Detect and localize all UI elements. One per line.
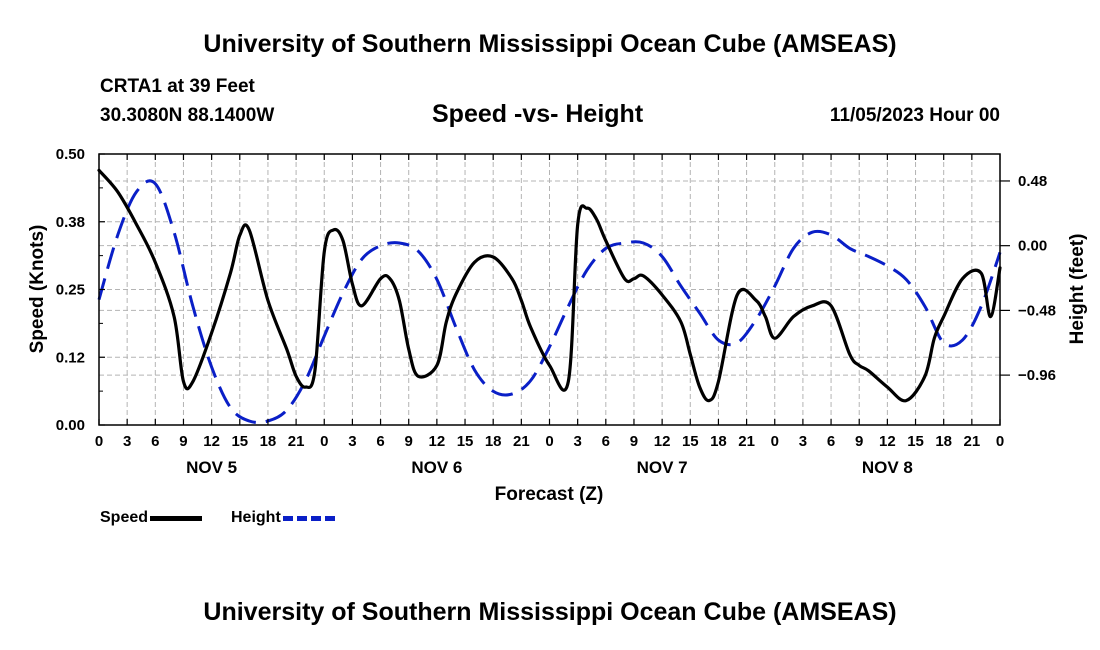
x-tick-label: 12: [203, 433, 220, 450]
x-tick-label: 12: [429, 433, 446, 450]
x-tick-label: 21: [513, 433, 530, 450]
grid: [99, 154, 1000, 425]
x-tick-label: 21: [288, 433, 305, 450]
x-tick-label: 18: [260, 433, 277, 450]
y-axis-left-label: Speed (Knots): [27, 225, 48, 354]
day-label: NOV 5: [186, 458, 237, 477]
legend-height: Height: [231, 509, 335, 527]
x-tick-label: 3: [573, 433, 581, 450]
y-right-tick-label: −0.96: [1018, 367, 1056, 384]
y-axis-right-label: Height (feet): [1067, 234, 1088, 345]
x-tick-label: 12: [879, 433, 896, 450]
x-tick-label: 6: [376, 433, 384, 450]
axes: 0 3 6 9 12 15 18 21 0 3 6 9 12 15 18 21 0 3 6 9 12 15 18 21 0 3 6 9…: [56, 146, 1056, 477]
x-tick-label: 0: [95, 433, 103, 450]
footer-title: University of Southern Mississippi Ocean…: [203, 598, 897, 626]
speed-series-line: [97, 168, 1002, 403]
x-tick-label: 9: [630, 433, 638, 450]
day-label: NOV 6: [411, 458, 462, 477]
y-left-tick-label: 0.00: [56, 417, 85, 434]
x-tick-label: 21: [964, 433, 981, 450]
x-tick-label: 18: [485, 433, 502, 450]
station-label: CRTA1 at 39 Feet: [100, 76, 255, 97]
legend-height-swatch: [282, 515, 335, 521]
x-tick-label: 0: [771, 433, 779, 450]
y-left-tick-label: 0.25: [56, 282, 85, 299]
x-tick-label: 21: [738, 433, 755, 450]
x-tick-label: 6: [151, 433, 159, 450]
x-tick-label: 0: [996, 433, 1004, 450]
y-left-tick-label: 0.38: [56, 214, 85, 231]
y-left-tick-label: 0.50: [56, 146, 85, 163]
day-label: NOV 8: [862, 458, 913, 477]
coordinates-label: 30.3080N 88.1400W: [100, 105, 275, 126]
y-right-tick-label: 0.00: [1018, 238, 1047, 255]
main-title: University of Southern Mississippi Ocean…: [203, 30, 897, 58]
forecast-datetime: 11/05/2023 Hour 00: [829, 105, 1000, 126]
legend-speed-swatch: [150, 515, 203, 521]
x-tick-label: 9: [855, 433, 863, 450]
x-axis-label: Forecast (Z): [495, 484, 604, 505]
x-tick-label: 3: [348, 433, 356, 450]
y-right-tick-label: −0.48: [1018, 302, 1056, 319]
x-tick-label: 6: [602, 433, 610, 450]
x-tick-label: 0: [545, 433, 553, 450]
day-label: NOV 7: [637, 458, 688, 477]
y-right-tick-label: 0.48: [1018, 173, 1047, 190]
x-tick-label: 18: [935, 433, 952, 450]
legend-height-label: Height: [231, 509, 281, 526]
x-tick-label: 0: [320, 433, 328, 450]
x-tick-label: 15: [457, 433, 474, 450]
x-tick-label: 12: [654, 433, 671, 450]
x-tick-label: 3: [799, 433, 807, 450]
x-tick-label: 3: [123, 433, 131, 450]
legend-speed-label: Speed: [100, 509, 149, 526]
y-left-tick-label: 0.12: [56, 349, 85, 366]
x-tick-label: 9: [405, 433, 413, 450]
x-tick-label: 15: [907, 433, 924, 450]
x-tick-label: 18: [710, 433, 727, 450]
x-tick-label: 15: [682, 433, 699, 450]
height-series-line: [97, 179, 1002, 424]
legend-speed: Speed: [100, 509, 203, 527]
x-tick-label: 15: [231, 433, 248, 450]
chart-subtitle: Speed -vs- Height: [432, 100, 644, 128]
x-tick-label: 9: [179, 433, 187, 450]
series-layer: [97, 168, 1002, 424]
x-tick-label: 6: [827, 433, 835, 450]
